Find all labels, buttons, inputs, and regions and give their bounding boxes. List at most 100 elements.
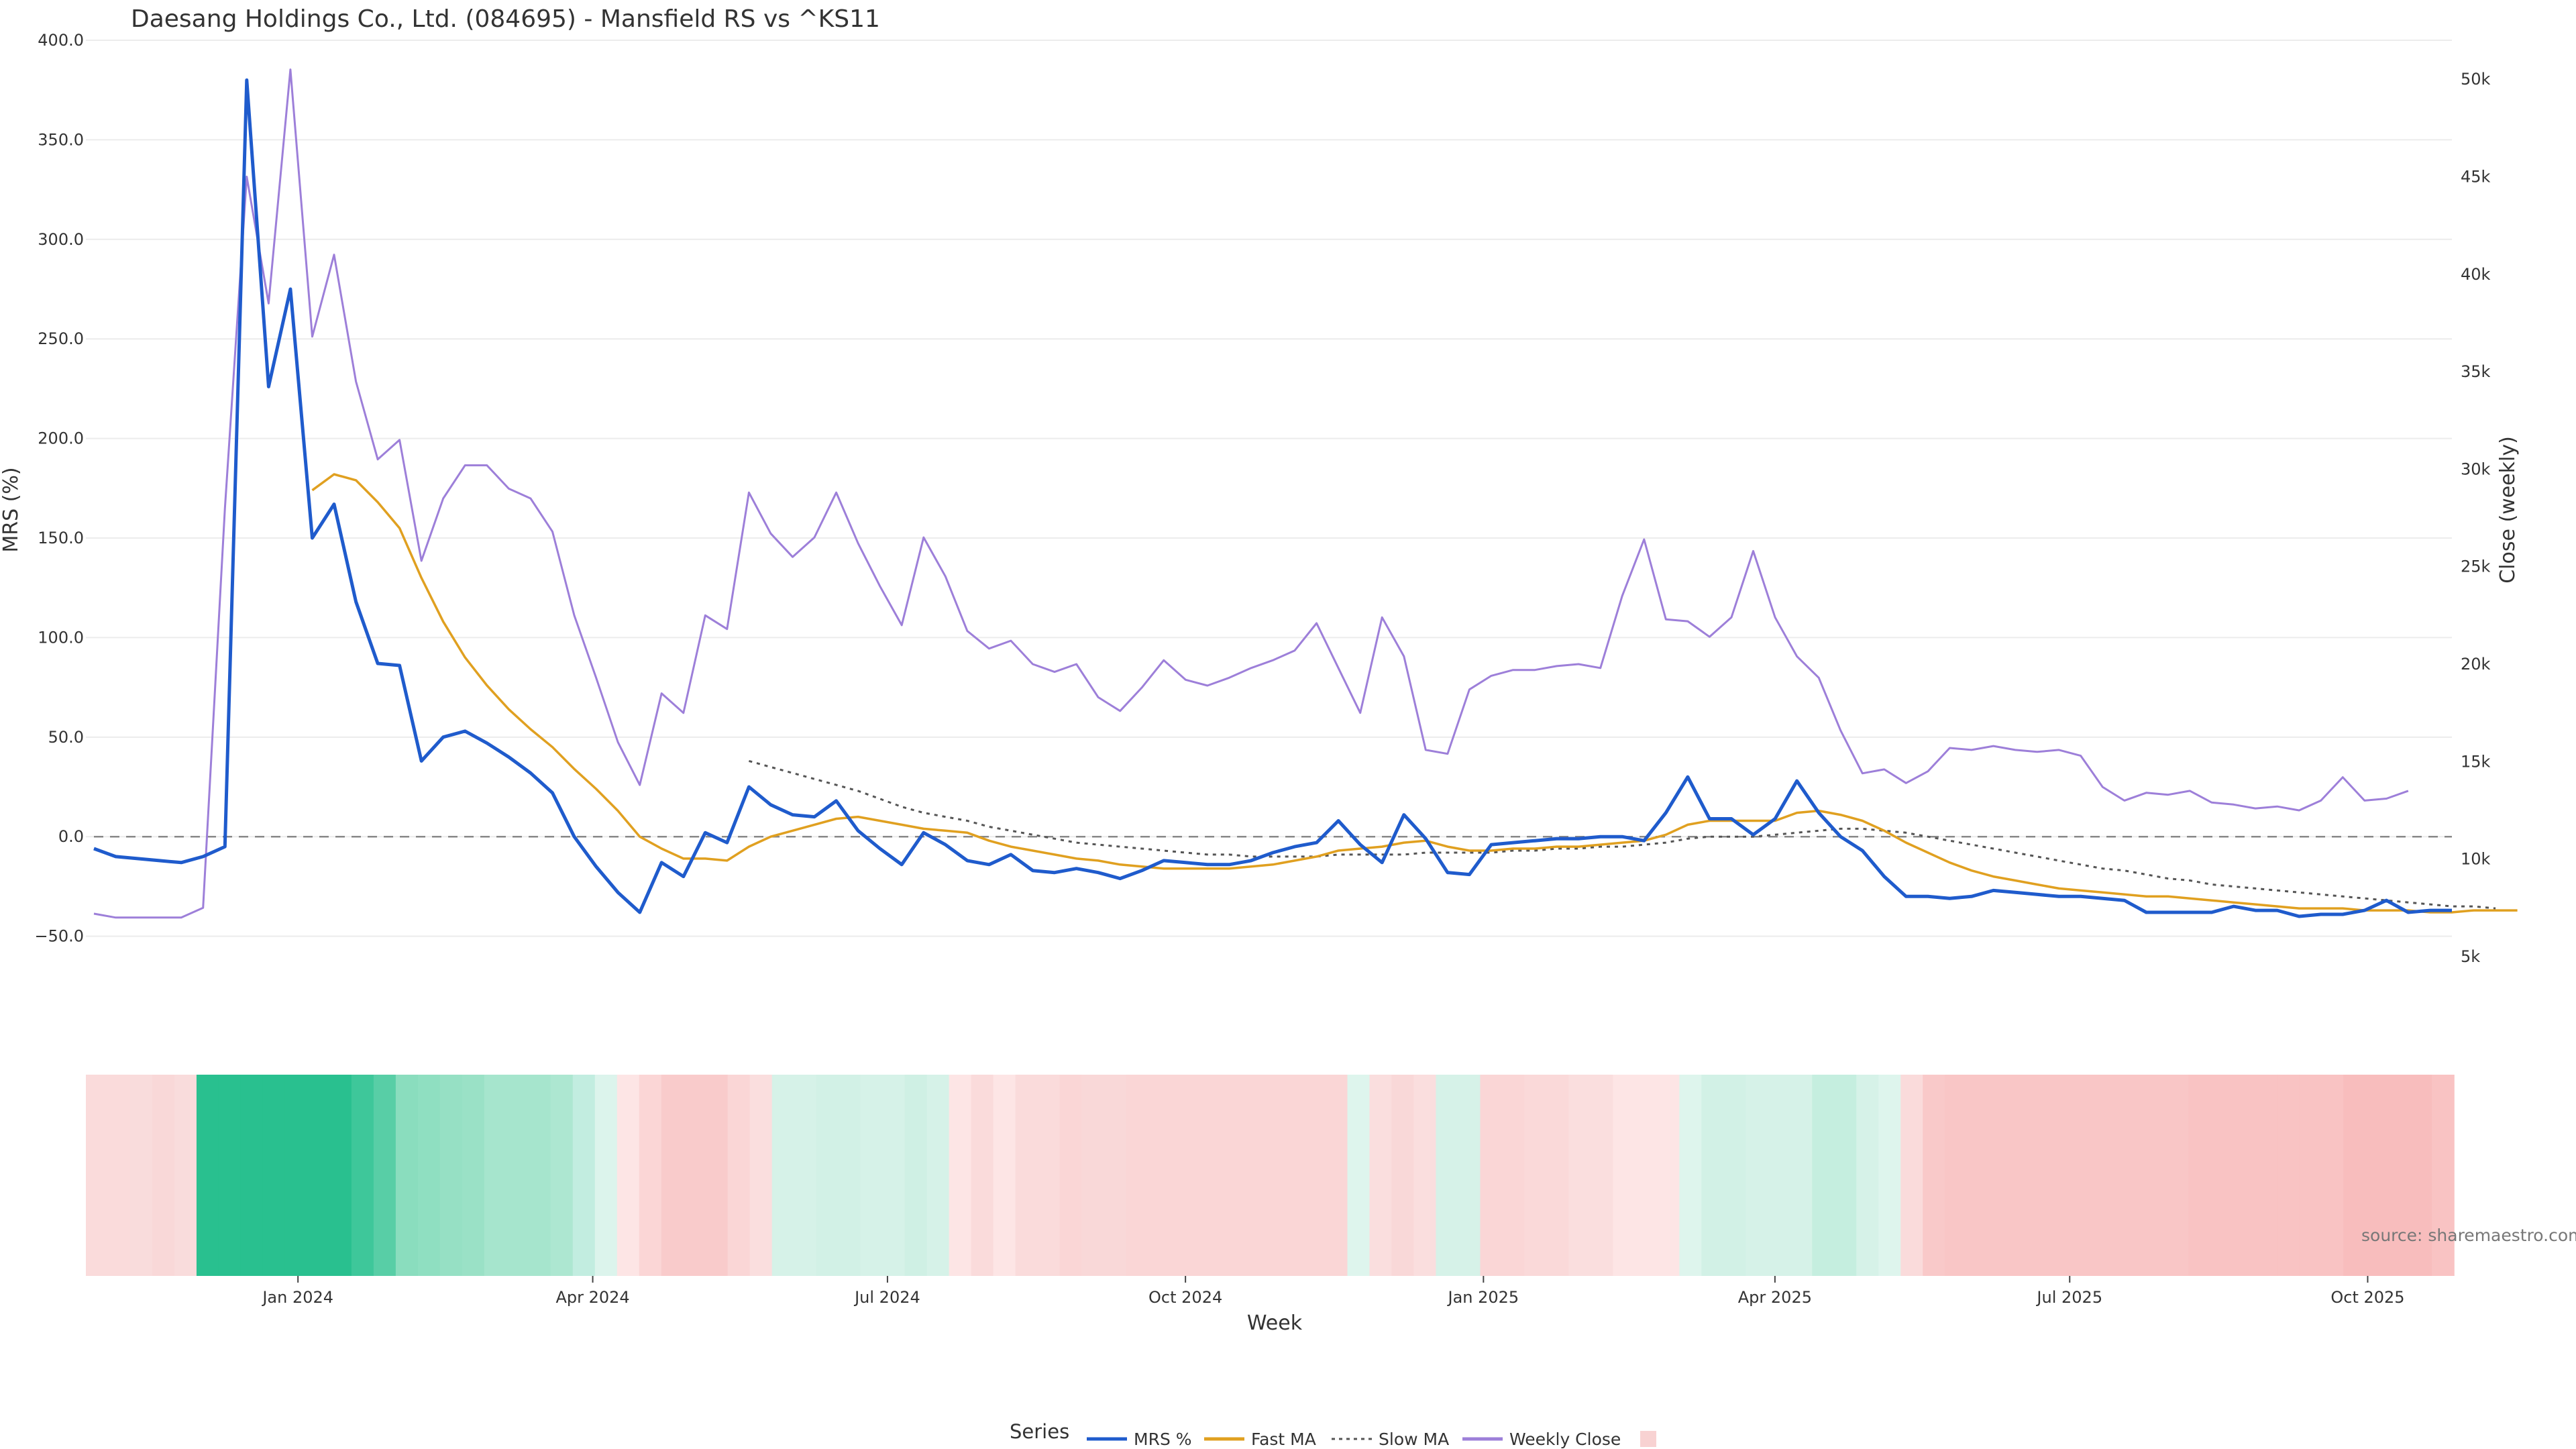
regime-cell: [1104, 1075, 1127, 1276]
regime-cell: [1856, 1075, 1880, 1276]
regime-cell: [572, 1075, 596, 1276]
regime-cell: [971, 1075, 994, 1276]
series-fast-ma: [311, 473, 2518, 914]
regime-cell: [417, 1075, 441, 1276]
regime-cell: [2343, 1075, 2366, 1276]
legend: Series MRS % Fast MA Slow MA Weekly Close: [1010, 1420, 1656, 1449]
regime-cell: [616, 1075, 640, 1276]
regime-cell: [1967, 1075, 1990, 1276]
regime-cell: [2011, 1075, 2034, 1276]
regime-cell: [1391, 1075, 1415, 1276]
x-tick-label: Jan 2024: [261, 1288, 333, 1307]
regime-cell: [395, 1075, 419, 1276]
regime-cell: [594, 1075, 618, 1276]
y-left-tick-label: 300.0: [38, 230, 84, 249]
regime-cell: [196, 1075, 219, 1276]
regime-cell: [1214, 1075, 1238, 1276]
legend-label: MRS %: [1134, 1430, 1192, 1449]
regime-cell: [174, 1075, 197, 1276]
regime-cell: [2078, 1075, 2100, 1276]
regime-cell: [771, 1075, 795, 1276]
regime-cell: [2033, 1075, 2056, 1276]
regime-cell: [2166, 1075, 2189, 1276]
y-left-tick-label: 50.0: [48, 728, 84, 747]
y-left-tick-label: 200.0: [38, 429, 84, 448]
y-right-tick-label: 20k: [2461, 655, 2491, 674]
regime-cell: [1945, 1075, 1968, 1276]
regime-cell: [1768, 1075, 1791, 1276]
regime-cell: [1369, 1075, 1393, 1276]
regime-cell: [462, 1075, 485, 1276]
x-tick-label: Apr 2024: [555, 1288, 629, 1307]
regime-cell: [1546, 1075, 1570, 1276]
regime-cell: [838, 1075, 861, 1276]
regime-cell: [351, 1075, 374, 1276]
regime-cell: [1059, 1075, 1083, 1276]
x-tick-label: Apr 2025: [1738, 1288, 1812, 1307]
regime-cell: [329, 1075, 352, 1276]
regime-cell: [439, 1075, 463, 1276]
regime-cell: [1081, 1075, 1105, 1276]
regime-cell: [284, 1075, 308, 1276]
regime-cell: [1258, 1075, 1282, 1276]
regime-cell: [1790, 1075, 1813, 1276]
x-tick-label: Jan 2025: [1446, 1288, 1519, 1307]
regime-cell: [1170, 1075, 1193, 1276]
regime-cell: [1989, 1075, 2012, 1276]
regime-cell: [2122, 1075, 2145, 1276]
regime-cell: [882, 1075, 906, 1276]
regime-cell: [2188, 1075, 2211, 1276]
x-tick-label: Oct 2025: [2330, 1288, 2404, 1307]
regime-cell: [2365, 1075, 2388, 1276]
regime-cell: [639, 1075, 662, 1276]
y-right-tick-label: 15k: [2461, 752, 2491, 771]
x-axis-label: Week: [1247, 1311, 1303, 1335]
regime-cell: [1458, 1075, 1481, 1276]
regime-cell: [860, 1075, 883, 1276]
regime-cell: [1746, 1075, 1769, 1276]
regime-cell: [2144, 1075, 2167, 1276]
regime-cell: [904, 1075, 928, 1276]
chart-title: Daesang Holdings Co., Ltd. (084695) - Ma…: [131, 5, 880, 33]
regime-cell: [107, 1075, 131, 1276]
regime-cell: [2055, 1075, 2078, 1276]
series-mrs: [93, 78, 2452, 918]
regime-cell: [1126, 1075, 1149, 1276]
series-slow-ma: [748, 759, 2496, 910]
regime-cell: [484, 1075, 507, 1276]
regime-cell: [794, 1075, 817, 1276]
regime-cell: [1413, 1075, 1437, 1276]
regime-cell: [1591, 1075, 1614, 1276]
regime-cell: [727, 1075, 751, 1276]
regime-cell: [1236, 1075, 1260, 1276]
regime-cell: [1524, 1075, 1548, 1276]
y-right-tick-label: 10k: [2461, 850, 2491, 869]
regime-cell: [307, 1075, 330, 1276]
legend-title: Series: [1010, 1420, 1069, 1443]
regime-cell: [2387, 1075, 2410, 1276]
y-axis-left-label: MRS (%): [0, 467, 23, 552]
regime-cell: [926, 1075, 950, 1276]
regime-cell: [1436, 1075, 1459, 1276]
regime-cell: [1303, 1075, 1326, 1276]
regime-cell: [1347, 1075, 1371, 1276]
y-left-tick-label: 0.0: [58, 827, 84, 846]
source-note: source: sharemaestro.com: [2361, 1226, 2576, 1245]
regime-cell: [373, 1075, 396, 1276]
regime-cell: [1613, 1075, 1636, 1276]
regime-cell: [240, 1075, 264, 1276]
regime-cell: [1679, 1075, 1703, 1276]
regime-cell: [1480, 1075, 1503, 1276]
regime-cell: [1657, 1075, 1680, 1276]
regime-strip: [86, 1075, 2455, 1276]
x-axis-ticks: Jan 2024 Apr 2024 Jul 2024 Oct 2024 Jan 2025…: [261, 1276, 2405, 1307]
regime-cell: [262, 1075, 286, 1276]
legend-label: Fast MA: [1251, 1430, 1316, 1449]
grid: [86, 40, 2452, 937]
regime-cell: [1900, 1075, 1924, 1276]
regime-cell: [1502, 1075, 1525, 1276]
y-right-tick-label: 30k: [2461, 460, 2491, 478]
regime-cell: [1834, 1075, 1858, 1276]
series-weekly-close: [93, 68, 2409, 919]
y-right-tick-label: 5k: [2461, 947, 2480, 966]
